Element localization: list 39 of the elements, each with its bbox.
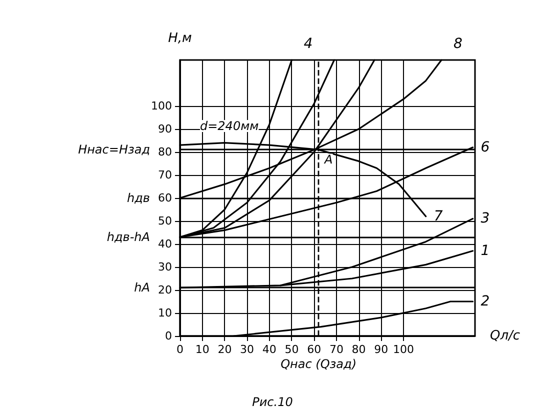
y-tick-label: 0: [165, 330, 172, 342]
x-tick-label: 90: [374, 343, 388, 356]
series-label: 6: [480, 139, 490, 156]
x-tick-label: 30: [240, 343, 254, 356]
text: Рис.10: [252, 395, 294, 409]
ref-line-label: hдв: [127, 191, 150, 205]
x-tick-label: 70: [329, 343, 344, 356]
series-label: 4: [304, 36, 313, 52]
annotation: A: [324, 152, 333, 167]
y-tick-label: 10: [158, 306, 172, 320]
y-tick-label: 90: [158, 122, 172, 136]
ref-line-label: Qнас (Qзад): [280, 357, 357, 371]
x-tick-label: 80: [352, 343, 366, 356]
series-label: 3: [480, 210, 490, 227]
y-tick-label: 20: [158, 284, 172, 296]
ref-line-label: Hнас=Hзад: [78, 142, 150, 157]
y-tick-label: 70: [158, 168, 172, 182]
ref-line-label: hА: [134, 280, 150, 295]
x-tick-label: 60: [307, 343, 322, 356]
series-label: 2: [480, 294, 490, 310]
x-tick-label: 50: [284, 343, 299, 356]
y-tick-label: 50: [158, 214, 172, 228]
y-tick-label: 40: [158, 238, 172, 250]
x-tick-label: 100: [392, 343, 414, 356]
x-tick-label: 40: [262, 343, 276, 356]
series-label: 7: [434, 208, 443, 224]
x-axis-title: Qл/с: [490, 328, 520, 344]
y-tick-label: 30: [158, 260, 172, 274]
series-label: 1: [480, 242, 490, 259]
x-tick-label: 20: [218, 343, 232, 356]
annotation: d=240мм: [200, 119, 259, 133]
y-tick-label: 60: [158, 192, 172, 204]
x-tick-label: 10: [195, 343, 210, 356]
series-label: 8: [453, 36, 462, 52]
x-tick-label: 0: [176, 343, 184, 356]
ref-line-label: hдв-hА: [106, 230, 150, 244]
y-axis-title: H,м: [168, 31, 192, 46]
y-tick-label: 80: [158, 146, 172, 158]
y-tick-label: 100: [151, 100, 172, 112]
